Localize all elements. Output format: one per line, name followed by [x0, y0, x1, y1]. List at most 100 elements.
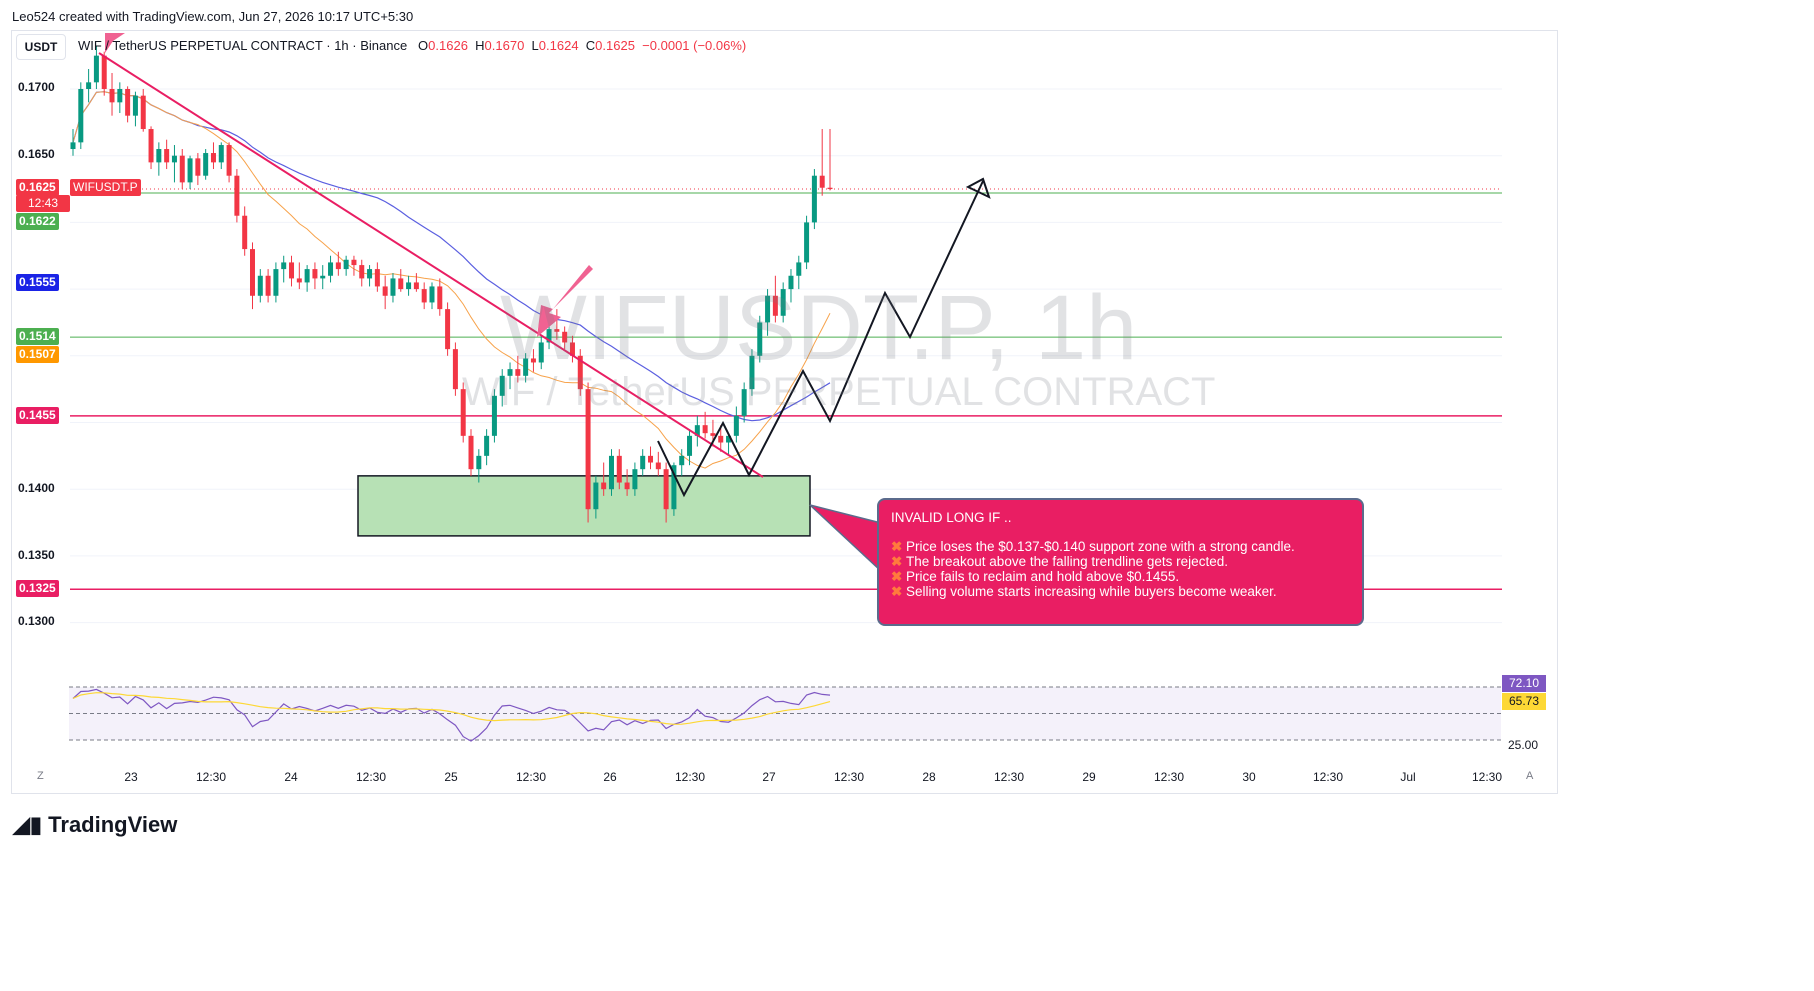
rsi-ma-line [72, 692, 831, 725]
candle-body [733, 415, 739, 436]
candle-body [86, 82, 92, 89]
high-label: H [475, 38, 485, 53]
candle-body [70, 142, 76, 150]
x-tick: 27 [762, 770, 776, 784]
candle-body [179, 155, 185, 183]
rsi-level-label: 25.00 [1508, 738, 1539, 752]
tradingview-logo: ◢▮ TradingView [13, 812, 177, 838]
x-tick: Jul [1400, 770, 1416, 784]
candle-body [640, 455, 646, 470]
auto-scale-button[interactable]: A [1526, 770, 1534, 782]
candle-body [679, 455, 685, 466]
open-label: O [418, 38, 429, 53]
candle-body [382, 286, 388, 296]
level-tag: 0.1514 [16, 328, 59, 345]
x-tick: 12:30 [674, 770, 706, 784]
candle-body [203, 153, 209, 176]
candle-body [749, 355, 755, 390]
note-item: ✖ Price fails to reclaim and hold above $… [891, 569, 1350, 584]
x-tick: 12:30 [1153, 770, 1185, 784]
candle-body [499, 375, 505, 396]
candle-body [390, 278, 396, 296]
blue-moving-average [72, 91, 831, 422]
candle-body [234, 175, 240, 216]
candle-body [616, 455, 622, 483]
candle-body [257, 275, 263, 296]
x-tick: 12:30 [1471, 770, 1503, 784]
candle-body [187, 158, 193, 183]
level-tag: 0.1622 [16, 213, 59, 230]
candle-body [569, 342, 575, 356]
note-item: ✖ The breakout above the falling trendlin… [891, 554, 1350, 569]
candle-body [515, 369, 521, 376]
candle-body [757, 322, 763, 356]
candle-body [788, 275, 794, 290]
candle-body [476, 455, 482, 470]
candle-body [156, 149, 162, 163]
note-text: The breakout above the falling trendline… [906, 554, 1228, 569]
symbol-name[interactable]: WIF / TetherUS PERPETUAL CONTRACT · 1h ·… [78, 38, 408, 53]
note-text: Selling volume starts increasing while b… [906, 584, 1277, 599]
low-label: L [531, 38, 539, 53]
y-tick: 0.1350 [18, 548, 55, 562]
candle-body [538, 342, 544, 363]
symbol-info: WIF / TetherUS PERPETUAL CONTRACT · 1h ·… [78, 38, 746, 53]
y-tick: 0.1300 [18, 614, 55, 628]
x-tick: 12:30 [515, 770, 547, 784]
candle-body [671, 465, 677, 510]
ticker-tag: WIFUSDT.P [70, 179, 141, 196]
candle-body [343, 259, 349, 270]
price-chart[interactable] [12, 31, 1557, 793]
candle-body [468, 435, 474, 470]
candle-body [507, 369, 513, 376]
cross-icon: ✖ [891, 584, 903, 599]
candle-body [452, 349, 458, 390]
candle-body [320, 275, 326, 279]
candle-body [210, 153, 216, 163]
invalidation-note[interactable]: INVALID LONG IF .. ✖ Price loses the $0.1… [877, 498, 1364, 626]
candle-body [304, 269, 310, 283]
note-pointer [809, 504, 882, 573]
orange-moving-average [72, 91, 831, 469]
candle-body [663, 469, 669, 510]
candle-body [772, 295, 778, 316]
candle-body [819, 175, 825, 188]
currency-button[interactable]: USDT [16, 34, 66, 60]
x-tick: 29 [1082, 770, 1096, 784]
close-label: C [585, 38, 596, 53]
candle-body [702, 425, 708, 434]
candle-body [624, 482, 630, 490]
candle-body [530, 358, 536, 363]
candle-body [312, 269, 318, 279]
projection-path [657, 180, 984, 498]
projection-arrowhead [965, 177, 991, 199]
candle-body [125, 89, 131, 116]
chart-frame [11, 30, 1558, 794]
candle-body [608, 455, 614, 490]
candle-body [242, 215, 248, 250]
falling-trendline [98, 52, 764, 478]
candle-body [171, 155, 177, 163]
x-tick: 12:30 [993, 770, 1025, 784]
candle-body [328, 262, 334, 276]
y-tick: 0.1700 [18, 80, 55, 94]
candle-body [140, 95, 146, 130]
candle-body [109, 89, 115, 103]
zoom-reset-button[interactable]: Z [37, 770, 44, 782]
candle-body [562, 331, 568, 343]
candle-body [445, 309, 451, 350]
ma-orange-tag: 0.1507 [16, 346, 59, 363]
candle-body [335, 262, 341, 270]
level-tag: 0.1325 [16, 580, 59, 597]
x-tick: 28 [922, 770, 936, 784]
x-tick: 23 [124, 770, 138, 784]
candle-body [687, 435, 693, 456]
candle-body [811, 175, 817, 223]
candle-body [491, 395, 497, 436]
pink-arrow-icon [105, 33, 125, 53]
cross-icon: ✖ [891, 554, 903, 569]
cross-icon: ✖ [891, 539, 903, 554]
candle-body [710, 433, 716, 436]
open-value: 0.1626 [428, 38, 468, 53]
x-tick: 12:30 [833, 770, 865, 784]
